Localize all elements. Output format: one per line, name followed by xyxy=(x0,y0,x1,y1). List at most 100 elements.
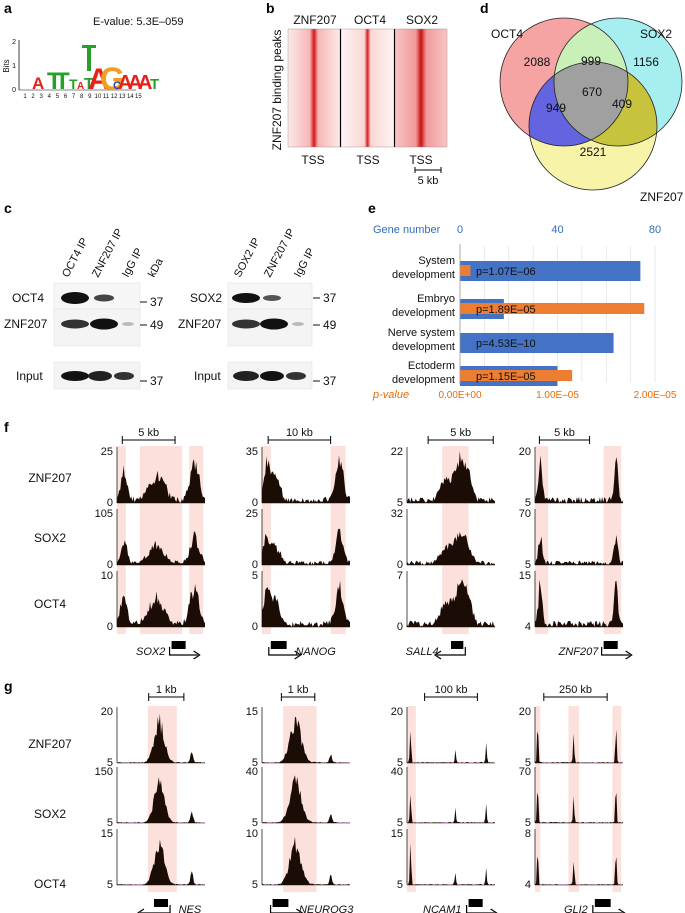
gene-exon xyxy=(153,899,169,907)
track-ymin: 5 xyxy=(107,879,113,891)
kda-marker: 37 xyxy=(323,291,337,305)
scale-bar-label: 250 kb xyxy=(559,684,592,696)
track-ymax: 15 xyxy=(519,570,531,582)
bottom-axis-label: p-value xyxy=(372,389,409,401)
highlight-region xyxy=(603,446,622,634)
logo-position: 10 xyxy=(95,94,102,100)
category-label: development xyxy=(392,341,455,353)
signal-track xyxy=(262,528,350,565)
evalue-text: E-value: 5.3E–059 xyxy=(93,16,184,28)
logo-position: 5 xyxy=(56,94,60,100)
track-ymax: 70 xyxy=(519,508,531,520)
venn-label-sox2: SOX2 xyxy=(640,27,672,41)
bar-chart: 0 40 80 0.00E+00 1.00E–05 2.00E–05 p=1.07E–06 S… xyxy=(388,224,677,401)
heatmap-sox2 xyxy=(395,29,447,147)
category-label: development xyxy=(392,374,455,386)
scale-bar-label: 5 kb xyxy=(418,175,439,187)
signal-track xyxy=(117,777,205,823)
logo-position: 3 xyxy=(40,94,44,100)
tss-arrow xyxy=(601,647,630,656)
scale-bar-label: 5 kb xyxy=(138,427,159,439)
blot-col-label: IgG IP xyxy=(120,246,145,279)
heatmap-oct4 xyxy=(341,29,394,147)
track-ymin: 0 xyxy=(107,621,113,633)
venn-count: 999 xyxy=(581,54,601,68)
top-tick-label: 80 xyxy=(649,224,661,236)
tss-arrow xyxy=(268,647,299,656)
panel-label-g: g xyxy=(4,678,13,694)
logo-position: 8 xyxy=(80,94,84,100)
blot-row-label: ZNF207 xyxy=(4,317,48,331)
logo-letter: T xyxy=(84,76,94,93)
panel-label-c: c xyxy=(4,200,12,216)
blot-col-label: IgG IP xyxy=(292,246,317,279)
blot-col-label: OCT4 IP xyxy=(60,236,91,279)
kda-marker: 49 xyxy=(323,318,337,332)
venn-count: 409 xyxy=(612,97,632,111)
blot-row-label: Input xyxy=(16,369,43,383)
heatmap-col-label: ZNF207 xyxy=(293,13,337,27)
panel-d: d OCT4 SOX2 ZNF207 2088 999 1156 949 670… xyxy=(480,0,684,204)
heatmap-col-label: OCT4 xyxy=(354,13,386,27)
track-ymin: 0 xyxy=(107,497,113,509)
kda-marker: 49 xyxy=(150,318,164,332)
blot-col-label: kDa xyxy=(146,256,166,280)
signal-track xyxy=(407,451,495,503)
bottom-tick-label: 2.00E–05 xyxy=(634,390,677,401)
track-ymax: 20 xyxy=(101,706,113,718)
track-row-label: OCT4 xyxy=(34,877,66,891)
track-ymax: 15 xyxy=(391,828,403,840)
track-ymax: 7 xyxy=(397,570,403,582)
p-value-bar xyxy=(460,265,471,276)
tss-arrow xyxy=(139,905,171,913)
scale-bar-label: 100 kb xyxy=(434,684,467,696)
blot-row-label: Input xyxy=(194,369,221,383)
p-value-label: p=4.53E–10 xyxy=(476,338,536,350)
signal-track xyxy=(262,580,350,627)
logo-position: 1 xyxy=(23,94,27,100)
logo-letter: T xyxy=(150,76,159,93)
track-ymax: 15 xyxy=(246,706,258,718)
signal-track xyxy=(407,731,495,763)
tss-arrow xyxy=(168,647,198,656)
panel-label-a: a xyxy=(4,0,12,16)
top-tick-label: 40 xyxy=(551,224,563,236)
panel-a: a E-value: 5.3E–059 Bits 0 1 2 A T T T A… xyxy=(2,0,184,100)
signal-track xyxy=(407,794,495,823)
tss-arrow xyxy=(269,905,301,913)
highlight-region xyxy=(117,446,126,634)
bottom-tick-label: 0.00E+00 xyxy=(438,390,482,401)
gene-exon xyxy=(468,899,483,907)
gene-exon xyxy=(451,641,464,649)
track-ymin: 0 xyxy=(107,559,113,571)
signal-track xyxy=(535,455,623,503)
tss-label: TSS xyxy=(409,153,432,167)
track-row-label: SOX2 xyxy=(34,531,66,545)
track-ymax: 20 xyxy=(391,706,403,718)
track-ymin: 5 xyxy=(252,817,258,829)
logo-letter: G xyxy=(100,61,125,97)
track-ymin: 0 xyxy=(397,559,403,571)
track-ymax: 20 xyxy=(519,706,531,718)
tss-label: TSS xyxy=(356,153,379,167)
track-row-label: SOX2 xyxy=(34,807,66,821)
track-row-label: OCT4 xyxy=(34,597,66,611)
track-ymax: 20 xyxy=(519,446,531,458)
track-row-label: ZNF207 xyxy=(28,471,72,485)
track-ymin: 5 xyxy=(525,757,531,769)
scale-bar-label: 5 kb xyxy=(554,427,575,439)
track-ymax: 15 xyxy=(101,828,113,840)
highlight-region xyxy=(612,706,622,892)
panel-e: e Gene number 0 40 80 0.00E+00 1.00E–05 2.00E… xyxy=(368,200,677,401)
logo-position: 7 xyxy=(72,94,76,100)
gene-exon xyxy=(171,641,186,649)
category-label: Nerve system xyxy=(388,327,455,339)
logo-letter: A xyxy=(118,72,132,94)
logo-position: 12 xyxy=(111,94,118,100)
logo-letter-a: A xyxy=(88,63,110,96)
